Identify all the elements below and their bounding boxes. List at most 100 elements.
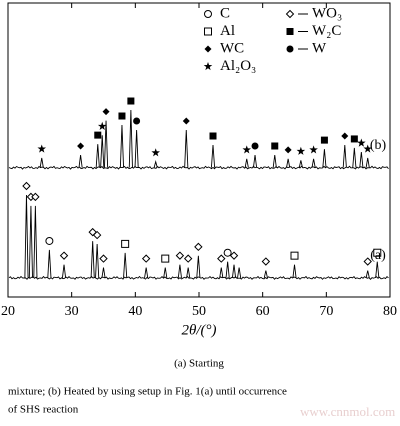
peak xyxy=(322,149,327,168)
peak xyxy=(186,267,191,278)
peak xyxy=(311,158,316,168)
caption: (a) Starting xyxy=(174,358,224,370)
phase-marker xyxy=(363,144,372,153)
peak xyxy=(365,270,370,278)
peak xyxy=(153,160,158,168)
series-label: (a) xyxy=(370,248,386,263)
phase-marker xyxy=(209,132,217,140)
phase-marker xyxy=(118,112,126,120)
phase-marker xyxy=(31,192,40,202)
phase-marker xyxy=(94,131,102,139)
phase-marker xyxy=(251,142,259,150)
peak xyxy=(359,152,364,168)
peak xyxy=(196,255,201,278)
legend-label: Al₂O₃ xyxy=(220,58,256,74)
phase-marker xyxy=(99,254,108,263)
x-axis-label: 2θ/(°) xyxy=(181,322,216,338)
peak xyxy=(286,158,291,168)
legend-label: C xyxy=(220,5,230,21)
legend-label: W₂C xyxy=(312,23,341,39)
peak xyxy=(39,157,44,168)
legend-label: WC xyxy=(220,40,244,56)
x-tick-label: 30 xyxy=(65,304,79,319)
peak xyxy=(95,244,100,278)
legend-label: W xyxy=(312,40,327,56)
peak xyxy=(231,264,237,278)
peak xyxy=(95,144,100,168)
peak xyxy=(225,261,230,278)
series-label: (b) xyxy=(370,138,387,153)
phase-marker xyxy=(59,251,69,260)
phase-marker xyxy=(121,239,130,248)
peak xyxy=(272,154,277,168)
peak xyxy=(342,144,347,168)
caption: of SHS reaction xyxy=(8,404,79,416)
phase-marker xyxy=(309,145,318,154)
baseline xyxy=(8,275,389,280)
phase-marker xyxy=(320,136,328,144)
peak xyxy=(365,157,370,168)
phase-marker xyxy=(229,251,239,260)
legend-symbol xyxy=(203,62,213,71)
phase-marker xyxy=(175,251,185,260)
peak xyxy=(163,267,168,278)
phase-marker xyxy=(141,254,151,263)
x-tick-label: 40 xyxy=(128,304,142,319)
legend-symbol xyxy=(204,27,212,36)
phase-marker xyxy=(37,144,47,153)
phase-marker xyxy=(341,132,349,140)
phase-marker xyxy=(133,117,141,125)
peak xyxy=(298,160,303,168)
peak xyxy=(128,110,133,168)
phase-marker xyxy=(296,146,306,155)
phase-marker xyxy=(88,227,97,237)
phase-marker xyxy=(242,145,252,154)
phase-marker xyxy=(127,97,135,105)
peak xyxy=(28,205,33,278)
phase-marker xyxy=(284,146,292,154)
legend-symbol xyxy=(204,10,212,18)
peak xyxy=(90,241,95,278)
legend-symbol xyxy=(286,45,294,53)
phase-marker xyxy=(77,142,85,150)
peak xyxy=(100,135,105,168)
phase-marker xyxy=(223,248,232,257)
peak xyxy=(78,154,83,168)
baseline xyxy=(8,165,389,170)
phase-marker xyxy=(97,121,107,130)
legend-label: WO₃ xyxy=(312,5,342,21)
peak xyxy=(33,205,38,278)
phase-marker xyxy=(290,251,299,260)
peak xyxy=(352,147,357,168)
phase-marker xyxy=(92,230,102,240)
peak xyxy=(101,267,106,278)
peak xyxy=(103,120,109,168)
phase-marker xyxy=(161,254,170,263)
peak xyxy=(375,261,380,278)
peak xyxy=(237,267,242,278)
peak xyxy=(210,144,216,168)
phase-marker xyxy=(271,142,279,150)
x-tick-label: 20 xyxy=(1,304,15,319)
x-tick-label: 70 xyxy=(319,304,333,319)
peak xyxy=(144,267,149,278)
peak xyxy=(252,154,258,168)
peak xyxy=(123,252,128,278)
phase-marker xyxy=(363,257,372,266)
phase-marker xyxy=(45,236,54,245)
phase-marker xyxy=(182,117,190,125)
peak xyxy=(119,124,125,168)
x-tick-label: 80 xyxy=(383,304,397,319)
x-tick-label: 50 xyxy=(192,304,206,319)
peak xyxy=(61,264,67,278)
legend-label: Al xyxy=(220,23,235,39)
peak xyxy=(177,264,182,278)
phase-marker xyxy=(350,135,358,143)
peak xyxy=(263,270,268,278)
caption: mixture; (b) Heated by using setup in Fi… xyxy=(8,386,287,398)
peak xyxy=(184,129,189,168)
phase-marker xyxy=(357,138,366,147)
phase-marker xyxy=(102,108,110,116)
phase-marker xyxy=(373,248,382,257)
